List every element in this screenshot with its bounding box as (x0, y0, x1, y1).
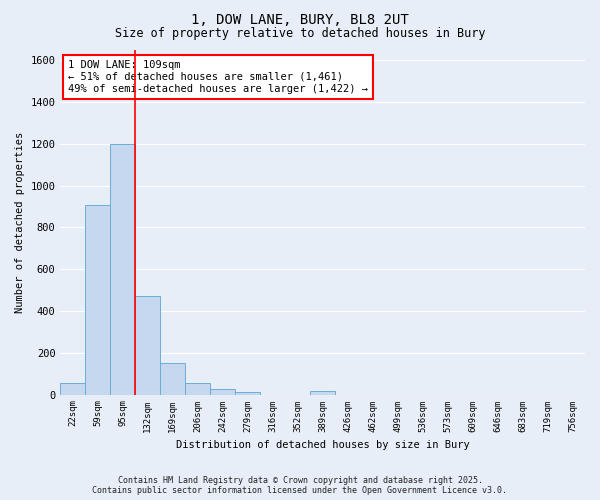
Bar (85, 204, 110, 394)
X-axis label: Distribution of detached houses by size in Bury: Distribution of detached houses by size … (176, 440, 470, 450)
Text: Contains HM Land Registry data © Crown copyright and database right 2025.
Contai: Contains HM Land Registry data © Crown c… (92, 476, 508, 495)
Bar (136, 296, 160, 394)
Text: 1, DOW LANE, BURY, BL8 2UT: 1, DOW LANE, BURY, BL8 2UT (191, 12, 409, 26)
Bar (185, 383, 210, 394)
Text: Size of property relative to detached houses in Bury: Size of property relative to detached ho… (115, 28, 485, 40)
Bar (210, 388, 235, 394)
Bar (160, 363, 185, 394)
Bar (61, 383, 85, 394)
Bar (110, 144, 136, 395)
Y-axis label: Number of detached properties: Number of detached properties (15, 132, 25, 313)
Bar (310, 392, 335, 394)
Text: 1 DOW LANE: 109sqm
← 51% of detached houses are smaller (1,461)
49% of semi-deta: 1 DOW LANE: 109sqm ← 51% of detached hou… (68, 60, 368, 94)
Bar (235, 392, 260, 394)
